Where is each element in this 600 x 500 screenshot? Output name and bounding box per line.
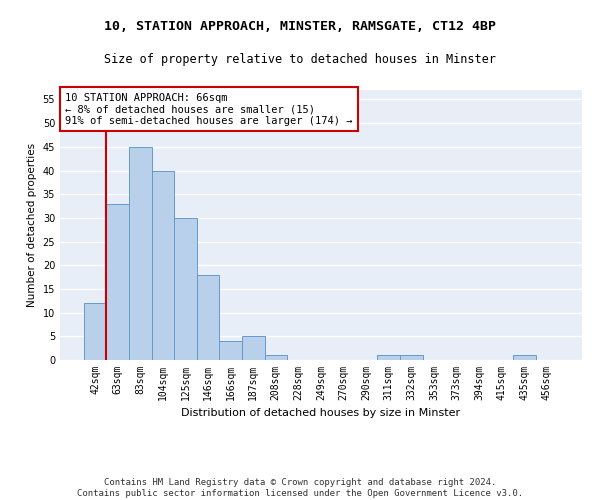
Text: 10 STATION APPROACH: 66sqm
← 8% of detached houses are smaller (15)
91% of semi-: 10 STATION APPROACH: 66sqm ← 8% of detac… — [65, 92, 353, 126]
Bar — [197, 274, 220, 360]
Bar — [220, 341, 242, 360]
Text: 10, STATION APPROACH, MINSTER, RAMSGATE, CT12 4BP: 10, STATION APPROACH, MINSTER, RAMSGATE,… — [104, 20, 496, 33]
Bar — [152, 170, 174, 360]
Bar — [84, 303, 106, 360]
Bar — [265, 356, 287, 360]
Bar — [377, 356, 400, 360]
Bar — [513, 356, 536, 360]
Text: Contains HM Land Registry data © Crown copyright and database right 2024.
Contai: Contains HM Land Registry data © Crown c… — [77, 478, 523, 498]
Bar — [174, 218, 197, 360]
Y-axis label: Number of detached properties: Number of detached properties — [27, 143, 37, 307]
Text: Size of property relative to detached houses in Minster: Size of property relative to detached ho… — [104, 52, 496, 66]
Bar — [106, 204, 129, 360]
X-axis label: Distribution of detached houses by size in Minster: Distribution of detached houses by size … — [181, 408, 461, 418]
Bar — [400, 356, 422, 360]
Bar — [242, 336, 265, 360]
Bar — [129, 147, 152, 360]
